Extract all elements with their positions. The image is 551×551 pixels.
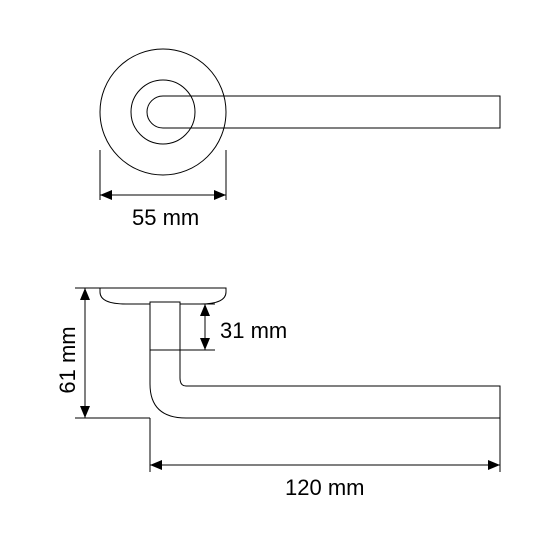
arrow-61-b [80, 406, 90, 418]
dim-label-55: 55 mm [132, 205, 199, 230]
arrow-31-b [200, 338, 210, 350]
arrow-55-l [100, 190, 112, 200]
dim-label-120: 120 mm [285, 475, 364, 500]
dim-label-31: 31 mm [220, 318, 287, 343]
arrow-55-r [214, 190, 226, 200]
rose-inner-circle [131, 80, 195, 144]
top-view: 55 mm [100, 49, 500, 230]
arrow-31-t [200, 304, 210, 316]
arrow-61-t [80, 288, 90, 300]
arrow-120-r [488, 460, 500, 470]
dim-label-61: 61 mm [55, 326, 80, 393]
lever-side-outline [150, 350, 500, 418]
rose-outer-circle [100, 49, 226, 175]
arrow-120-l [150, 460, 162, 470]
neck [150, 302, 180, 350]
side-view: 31 mm 61 mm 120 mm [55, 288, 500, 500]
technical-drawing: 55 mm 31 mm 61 mm 120 mm [0, 0, 551, 551]
lever-top-outline [147, 96, 500, 128]
rose-plate [100, 288, 226, 304]
